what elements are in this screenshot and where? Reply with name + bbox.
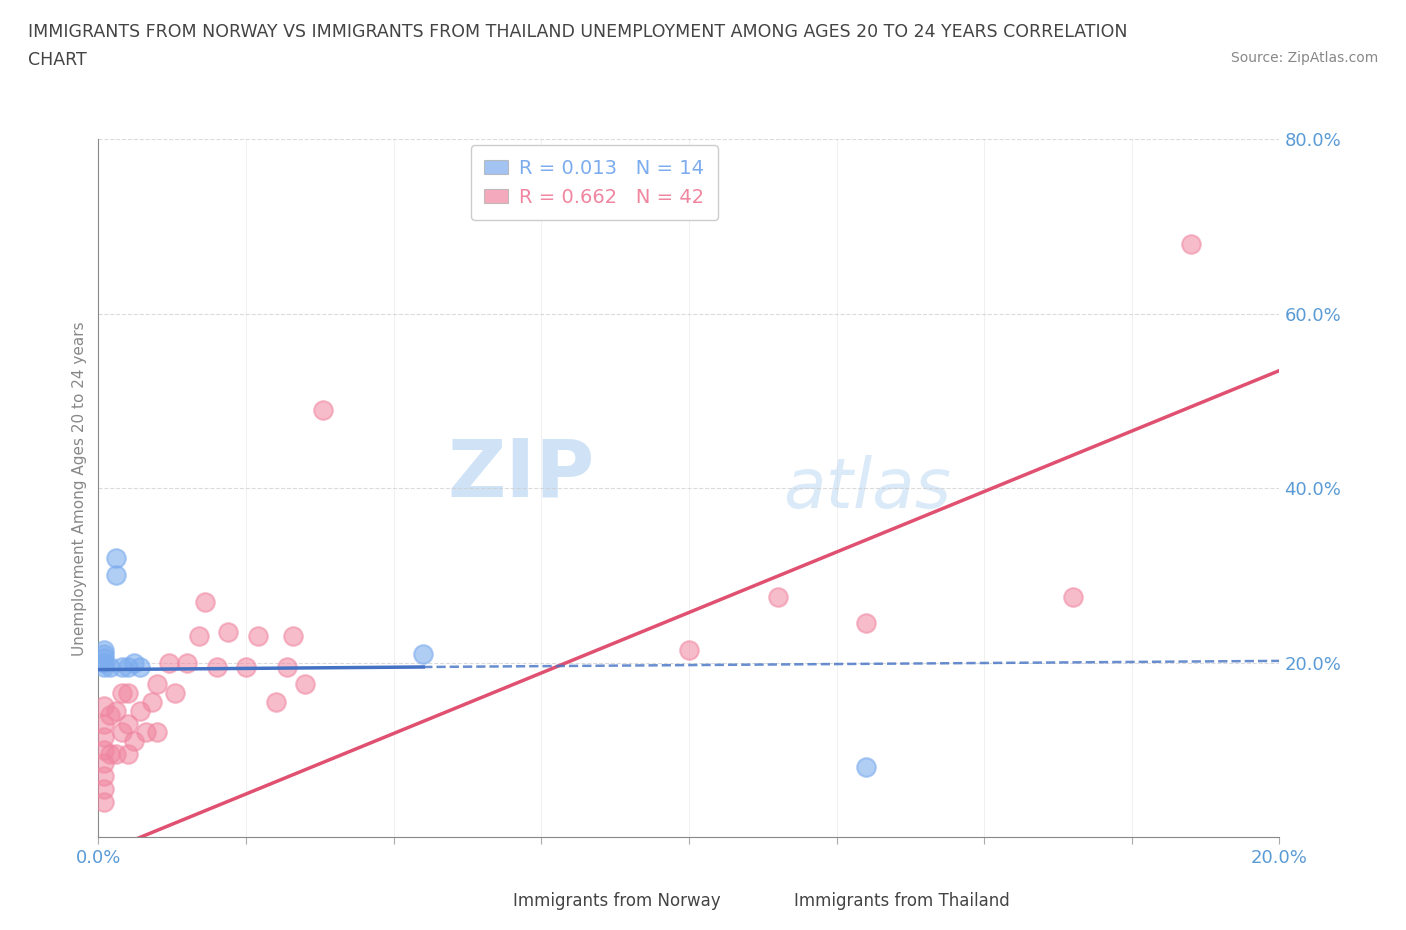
Point — [122, 734, 145, 749]
Point — [93, 716, 115, 731]
Point — [766, 590, 789, 604]
Point — [111, 685, 134, 700]
Point — [146, 677, 169, 692]
Text: ZIP: ZIP — [447, 435, 595, 513]
Point — [855, 616, 877, 631]
Point — [93, 646, 115, 661]
Text: Immigrants from Norway: Immigrants from Norway — [513, 892, 721, 910]
Point — [678, 642, 700, 657]
Point — [146, 725, 169, 740]
Point — [93, 656, 115, 671]
Point — [264, 695, 287, 710]
Point — [283, 629, 305, 644]
Point — [128, 659, 150, 674]
Point — [117, 716, 139, 731]
Point — [93, 794, 115, 809]
Point — [294, 677, 316, 692]
Point — [141, 695, 163, 710]
Point — [128, 703, 150, 718]
Point — [98, 747, 121, 762]
Text: IMMIGRANTS FROM NORWAY VS IMMIGRANTS FROM THAILAND UNEMPLOYMENT AMONG AGES 20 TO: IMMIGRANTS FROM NORWAY VS IMMIGRANTS FRO… — [28, 23, 1128, 41]
Point — [157, 656, 180, 671]
Point — [1062, 590, 1084, 604]
Point — [276, 659, 298, 674]
Point — [855, 760, 877, 775]
Point — [217, 625, 239, 640]
Point — [93, 729, 115, 744]
Y-axis label: Unemployment Among Ages 20 to 24 years: Unemployment Among Ages 20 to 24 years — [72, 321, 87, 656]
Legend: R = 0.013   N = 14, R = 0.662   N = 42: R = 0.013 N = 14, R = 0.662 N = 42 — [471, 145, 718, 220]
Point — [122, 656, 145, 671]
Point — [165, 685, 187, 700]
Point — [412, 646, 434, 661]
Point — [93, 642, 115, 657]
Point — [111, 725, 134, 740]
Point — [187, 629, 209, 644]
Text: Source: ZipAtlas.com: Source: ZipAtlas.com — [1230, 51, 1378, 65]
Point — [98, 708, 121, 723]
Text: atlas: atlas — [783, 455, 952, 522]
Point — [93, 768, 115, 783]
Point — [235, 659, 257, 674]
Point — [93, 755, 115, 770]
Point — [135, 725, 157, 740]
Point — [117, 747, 139, 762]
Text: Immigrants from Thailand: Immigrants from Thailand — [794, 892, 1010, 910]
Point — [117, 659, 139, 674]
Point — [205, 659, 228, 674]
Point — [105, 747, 128, 762]
Point — [93, 742, 115, 757]
Point — [93, 659, 115, 674]
Point — [111, 659, 134, 674]
Point — [93, 651, 115, 666]
Point — [93, 698, 115, 713]
Point — [312, 403, 335, 418]
Point — [176, 656, 198, 671]
Point — [105, 703, 128, 718]
Point — [194, 594, 217, 609]
Point — [246, 629, 269, 644]
Text: CHART: CHART — [28, 51, 87, 69]
Point — [98, 659, 121, 674]
Point — [117, 685, 139, 700]
Point — [105, 568, 128, 583]
Point — [1180, 237, 1202, 252]
Point — [93, 781, 115, 796]
Point — [105, 551, 128, 565]
